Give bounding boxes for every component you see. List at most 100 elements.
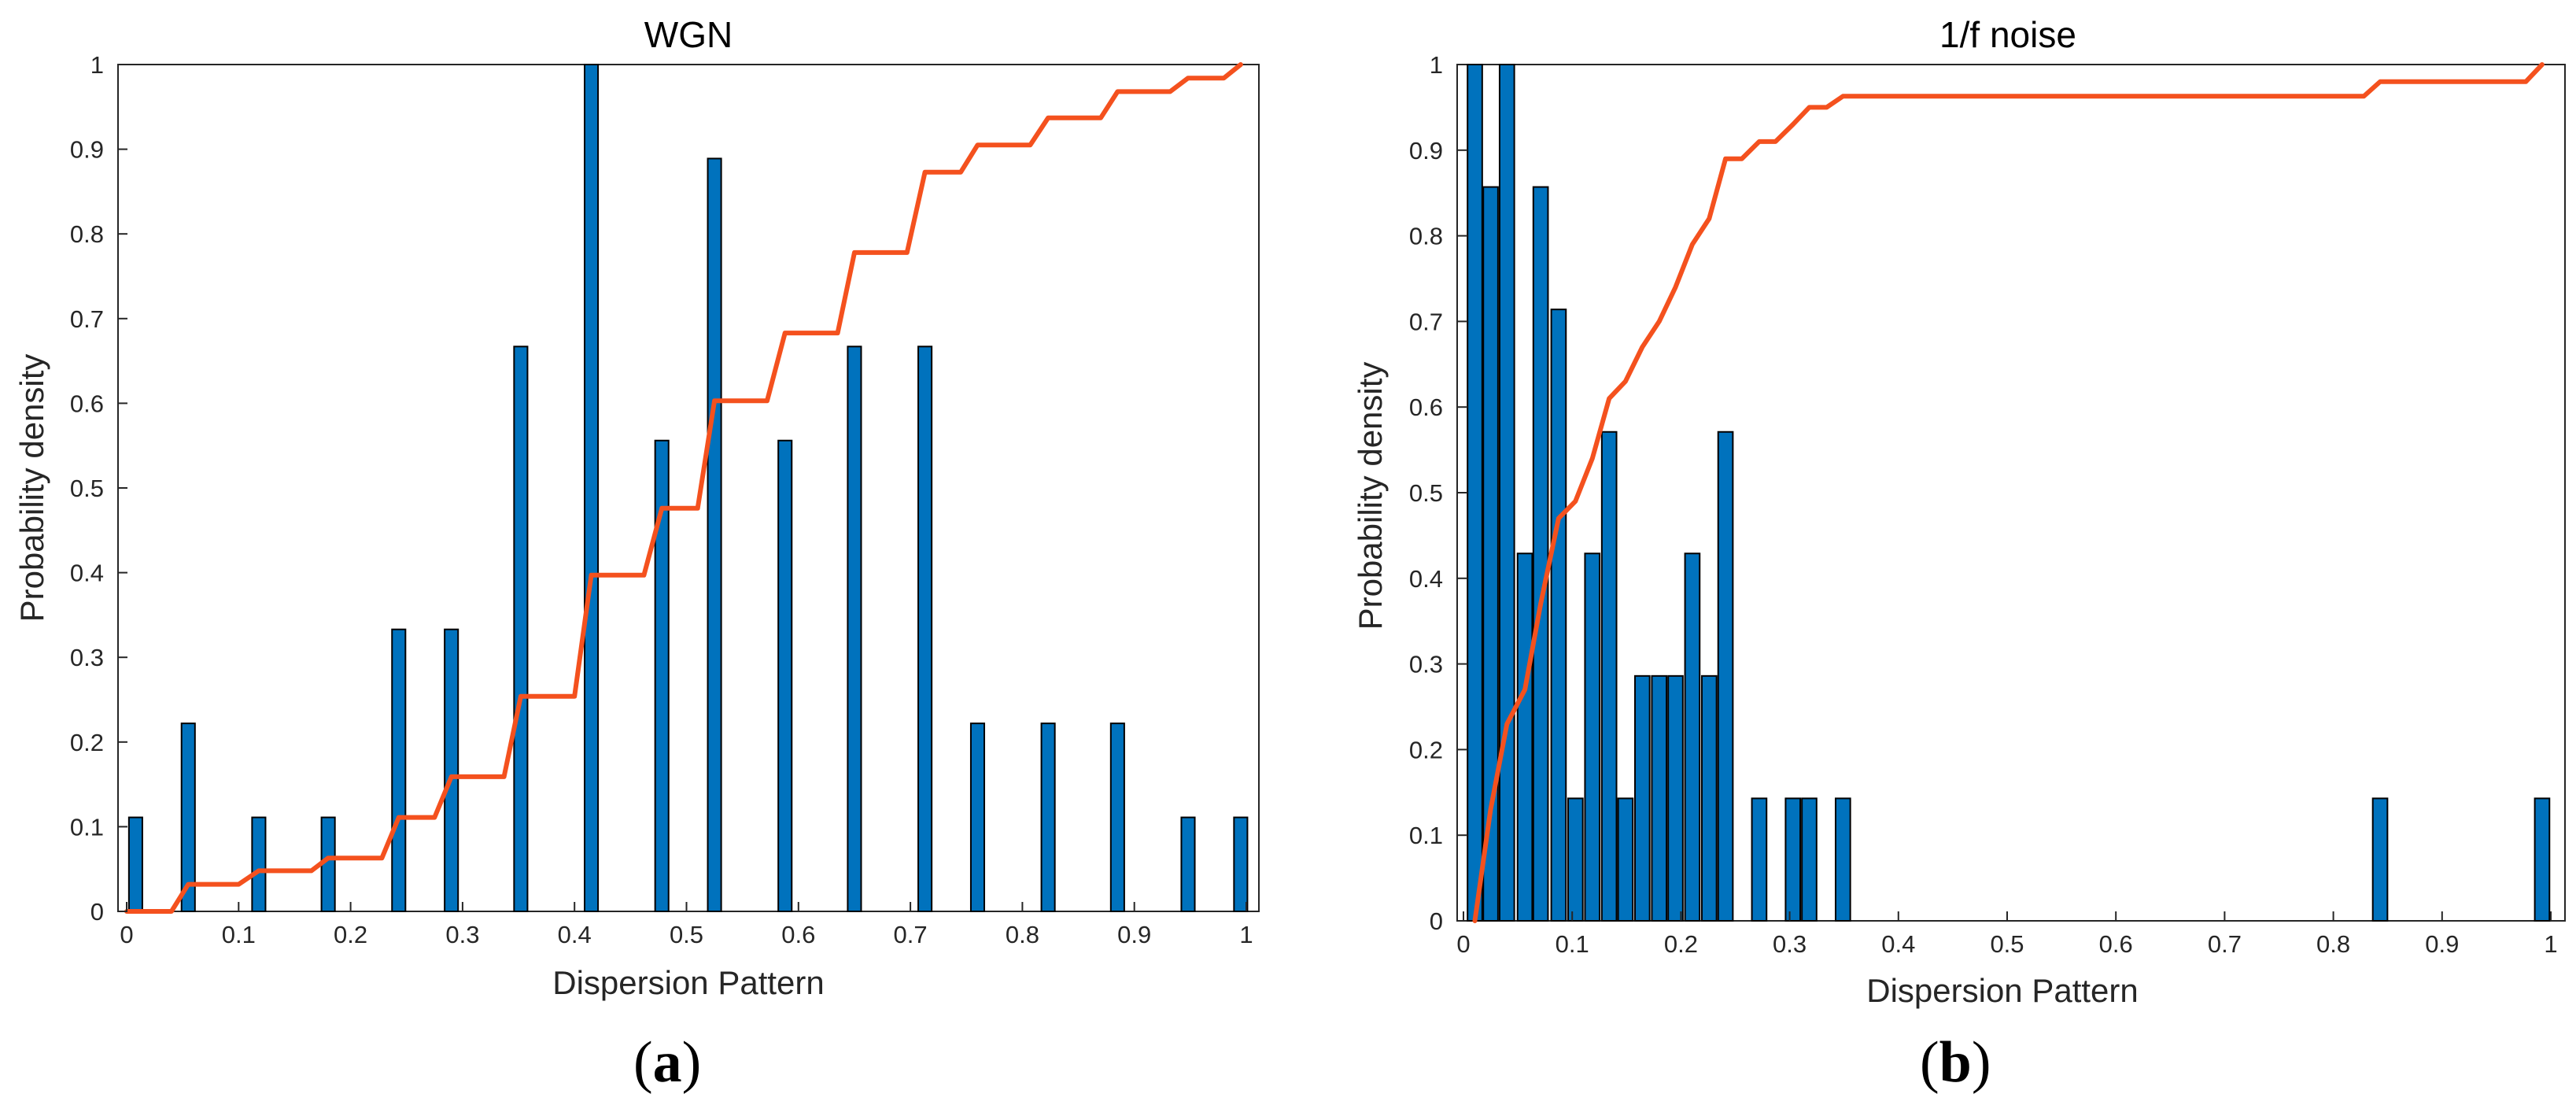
panel-a-xtick-label: 0.4 — [558, 921, 592, 948]
panel-b-xtick-label: 0.8 — [2316, 930, 2350, 958]
panel-a-ytick-label: 0.1 — [70, 813, 104, 841]
panel-a-bar — [707, 157, 722, 913]
panel-b-plot-area — [1456, 64, 2566, 922]
panel-a-xtick-label: 0.2 — [334, 921, 367, 948]
panel-b-bar — [1498, 64, 1515, 922]
panel-a-bar — [1109, 722, 1125, 912]
panel-a-bar — [1180, 816, 1196, 912]
panel-b-ytick-label: 0 — [1430, 907, 1443, 935]
panel-b-bar — [1532, 186, 1549, 922]
panel-a-xtick-label: 0.6 — [781, 921, 815, 948]
panel-b-ytick-label: 0.8 — [1409, 223, 1443, 250]
panel-b-bar — [1516, 552, 1533, 922]
panel-a-ytick-label: 0.4 — [70, 560, 104, 587]
panel-a-xtick-label: 0.3 — [445, 921, 479, 948]
panel-a-bar — [847, 346, 862, 913]
panel-a-ytick-label: 1 — [90, 51, 104, 79]
panel-b-ytick-label: 0.7 — [1409, 308, 1443, 335]
panel-b-xtick-label: 0.1 — [1556, 930, 1589, 958]
panel-a-xtick-label: 0.8 — [1006, 921, 1039, 948]
panel-b-bar — [1482, 186, 1499, 922]
panel-a-caption-letter: a — [653, 1030, 682, 1095]
panel-b-bars — [1467, 64, 2551, 922]
panel-b-title: 1/f noise — [1939, 14, 2076, 55]
panel-b-ytick-label: 0.5 — [1409, 479, 1443, 507]
panel-b-line — [1472, 62, 2545, 923]
panel-a-bars — [127, 64, 1249, 913]
panel-a-ytick-label: 0.8 — [70, 220, 104, 248]
panel-a-plot-area — [117, 64, 1260, 912]
panel-b-caption: (b) — [1920, 1030, 1991, 1095]
panel-b-bar — [1467, 64, 1483, 922]
panel-a-ytick-label: 0 — [90, 898, 104, 926]
panel-b-bar — [1567, 797, 1584, 922]
panel-b-bar — [1784, 797, 1802, 922]
panel-a-ylabel: Probability density — [13, 354, 50, 623]
panel-a-caption: (a) — [633, 1030, 701, 1095]
panel-a-xtick-label: 0 — [120, 921, 133, 948]
panel-b-bar — [1751, 797, 1768, 922]
panel-b-ytick-label: 0.4 — [1409, 565, 1443, 593]
panel-a-line — [124, 62, 1243, 914]
panel-a-ytick-label: 0.9 — [70, 136, 104, 164]
panel-a-xticks: 0 0.1 0.2 0.3 0.4 0.5 0.6 0.7 0.8 0.9 1 — [120, 902, 1253, 948]
panel-a-bar — [127, 816, 143, 912]
panel-b-bar — [1701, 674, 1718, 922]
panel-b-xtick-label: 0.4 — [1881, 930, 1915, 958]
panel-a-xtick-label: 0.1 — [222, 921, 256, 948]
panel-b-xtick-label: 0.9 — [2425, 930, 2459, 958]
panel-b-yticks: 0 0.1 0.2 0.3 0.4 0.5 0.6 0.7 0.8 0.9 1 — [1409, 51, 1467, 935]
panel-b-ytick-label: 0.9 — [1409, 137, 1443, 164]
panel-a-xtick-label: 0.7 — [894, 921, 928, 948]
panel-a-xtick-label: 0.5 — [670, 921, 703, 948]
panel-a-bar — [251, 816, 267, 912]
panel-b-xtick-label: 1 — [2544, 930, 2557, 958]
panel-b-bar — [1584, 552, 1601, 922]
panel-b-xtick-label: 0 — [1456, 930, 1470, 958]
panel-b-xtick-label: 0.6 — [2099, 930, 2133, 958]
panel-b-bar — [1651, 674, 1668, 922]
panel-a-bar — [1233, 816, 1249, 912]
panel-b-xtick-label: 0.3 — [1773, 930, 1807, 958]
panel-a-bar — [917, 346, 933, 913]
panel-a-xtick-label: 1 — [1239, 921, 1253, 948]
panel-a-chart: WGN Dispersion Pattern Probability densi… — [13, 14, 1260, 1095]
panel-a-title: WGN — [644, 14, 733, 55]
panel-b-bar — [2534, 797, 2551, 922]
panel-b-bar — [1667, 674, 1684, 922]
panel-a-bar — [513, 346, 529, 913]
panel-a-bar — [1040, 722, 1056, 912]
panel-a-bar — [444, 628, 459, 913]
panel-b-ytick-label: 0.6 — [1409, 394, 1443, 421]
panel-b-ytick-label: 0.3 — [1409, 651, 1443, 678]
panel-b-ytick-label: 1 — [1430, 51, 1443, 79]
panel-a-bar — [391, 628, 407, 913]
panel-b-bar — [1600, 431, 1618, 922]
panel-a-xlabel: Dispersion Pattern — [552, 964, 825, 1001]
panel-a-bar — [777, 439, 793, 912]
panel-a-bar — [584, 64, 600, 912]
panel-a-ytick-label: 0.7 — [70, 305, 104, 333]
panel-a-bar — [180, 722, 196, 912]
panel-b-bar — [1834, 797, 1851, 922]
panel-b-bar — [2371, 797, 2389, 922]
panel-b-xtick-label: 0.2 — [1664, 930, 1698, 958]
panel-b-ylabel: Probability density — [1352, 362, 1389, 630]
panel-a-cdf-line — [124, 62, 1243, 914]
panel-b-cdf-line — [1472, 62, 2545, 923]
panel-b-xtick-label: 0.5 — [1990, 930, 2024, 958]
panel-b-ytick-label: 0.2 — [1409, 736, 1443, 763]
panel-b-xlabel: Dispersion Pattern — [1866, 972, 2139, 1009]
panel-b-ytick-label: 0.1 — [1409, 822, 1443, 849]
panel-a-xtick-label: 0.9 — [1117, 921, 1151, 948]
panel-b-bar — [1801, 797, 1818, 922]
panel-a-bar — [969, 722, 986, 912]
panel-a-ytick-label: 0.2 — [70, 729, 104, 756]
panel-b-bar — [1617, 797, 1634, 922]
panel-b-bar — [1717, 431, 1734, 922]
panel-b-caption-letter: b — [1939, 1030, 1972, 1095]
panel-a-ytick-label: 0.5 — [70, 475, 104, 502]
panel-a-ytick-label: 0.3 — [70, 644, 104, 671]
panel-b-bar — [1634, 674, 1651, 922]
panel-b-xtick-label: 0.7 — [2208, 930, 2242, 958]
